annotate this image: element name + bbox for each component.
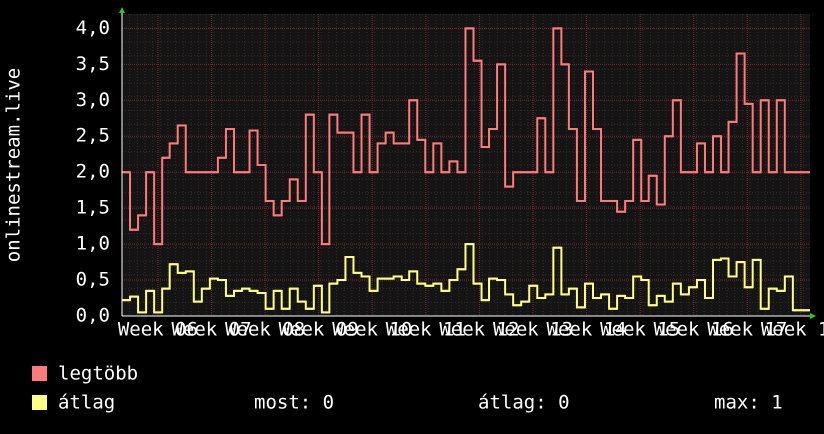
y-tick-label: 1,0	[76, 233, 110, 255]
legend-swatch	[32, 395, 47, 410]
legend-swatch	[32, 366, 47, 381]
y-tick-label: 2,5	[76, 125, 110, 147]
x-tick-label: Week 07	[171, 319, 251, 341]
x-tick-label: Week 11	[386, 319, 466, 341]
y-tick-label: 0,5	[76, 269, 110, 291]
legend-label: átlag	[58, 392, 115, 414]
x-tick-label: Week 15	[600, 319, 680, 341]
legend-stat: most: 0	[254, 392, 334, 414]
y-tick-label: 3,0	[76, 89, 110, 111]
step-connector	[122, 243, 810, 314]
y-axis-label: onlinestream.live	[3, 68, 25, 262]
x-tick-label: Week 16	[654, 319, 734, 341]
x-tick-label: Week 06	[118, 319, 198, 341]
y-tick-label: 3,5	[76, 53, 110, 75]
x-tick-label: Week 09	[279, 319, 359, 341]
legend-stat: max: 1	[714, 392, 783, 414]
y-tick-label: 1,5	[76, 197, 110, 219]
legend-stat: átlag: 0	[478, 392, 570, 414]
x-tick-label: Week 08	[225, 319, 305, 341]
x-tick-label: Week 18	[761, 319, 824, 341]
x-tick-label: Week 13	[493, 319, 573, 341]
y-tick-label: 0,0	[76, 305, 110, 327]
step-connector	[122, 27, 810, 246]
y-tick-label: 4,0	[76, 17, 110, 39]
x-tick-label: Week 12	[439, 319, 519, 341]
x-tick-label: Week 14	[547, 319, 627, 341]
x-arrow	[810, 313, 816, 319]
legend-label: legtöbb	[58, 363, 138, 385]
x-tick-label: Week 17	[707, 319, 787, 341]
x-tick-label: Week 10	[332, 319, 412, 341]
y-arrow	[119, 7, 125, 13]
y-tick-label: 2,0	[76, 161, 110, 183]
